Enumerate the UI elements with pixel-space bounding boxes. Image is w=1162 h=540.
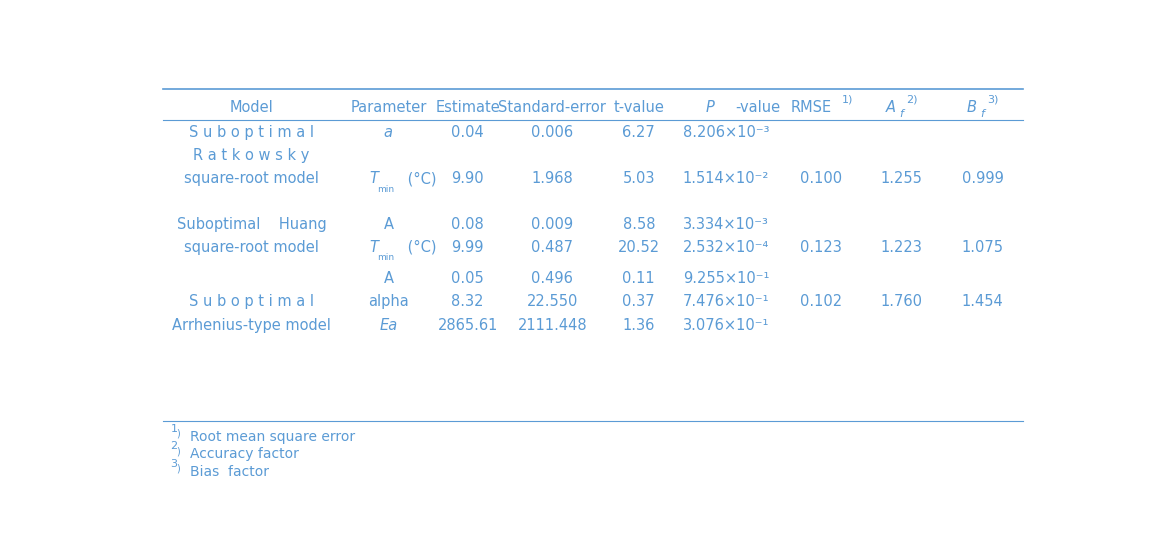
Text: 0.009: 0.009: [531, 217, 573, 232]
Text: 1.968: 1.968: [531, 171, 573, 186]
Text: ): ): [175, 463, 180, 474]
Text: a: a: [383, 125, 393, 140]
Text: Root mean square error: Root mean square error: [191, 430, 356, 444]
Text: Estimate: Estimate: [436, 100, 500, 115]
Text: T: T: [370, 171, 379, 186]
Text: 8.32: 8.32: [451, 294, 483, 309]
Text: Parameter: Parameter: [350, 100, 426, 115]
Text: Suboptimal    Huang: Suboptimal Huang: [177, 217, 327, 232]
Text: 3): 3): [988, 94, 998, 104]
Text: min: min: [378, 185, 395, 194]
Text: 0.496: 0.496: [531, 271, 573, 286]
Text: Ea: Ea: [379, 318, 397, 333]
Text: 8.206×10⁻³: 8.206×10⁻³: [683, 125, 769, 140]
Text: 9.90: 9.90: [451, 171, 483, 186]
Text: 3.334×10⁻³: 3.334×10⁻³: [683, 217, 769, 232]
Text: 5.03: 5.03: [623, 171, 655, 186]
Text: 0.100: 0.100: [799, 171, 841, 186]
Text: (°C): (°C): [403, 240, 436, 255]
Text: S u b o p t i m a l: S u b o p t i m a l: [189, 294, 314, 309]
Text: 0.102: 0.102: [799, 294, 841, 309]
Text: square-root model: square-root model: [184, 171, 318, 186]
Text: 0.123: 0.123: [799, 240, 841, 255]
Text: 0.05: 0.05: [451, 271, 485, 286]
Text: A: A: [383, 217, 394, 232]
Text: 0.37: 0.37: [623, 294, 655, 309]
Text: 0.006: 0.006: [531, 125, 573, 140]
Text: 20.52: 20.52: [618, 240, 660, 255]
Text: 3.076×10⁻¹: 3.076×10⁻¹: [683, 318, 769, 333]
Text: 2: 2: [171, 441, 178, 451]
Text: Standard-error: Standard-error: [498, 100, 607, 115]
Text: min: min: [378, 253, 395, 262]
Text: 22.550: 22.550: [526, 294, 578, 309]
Text: alpha: alpha: [368, 294, 409, 309]
Text: 8.58: 8.58: [623, 217, 655, 232]
Text: S u b o p t i m a l: S u b o p t i m a l: [189, 125, 314, 140]
Text: f: f: [899, 109, 903, 119]
Text: Bias  factor: Bias factor: [191, 465, 270, 479]
Text: 1: 1: [171, 423, 178, 434]
Text: T: T: [370, 240, 379, 255]
Text: 0.04: 0.04: [451, 125, 485, 140]
Text: 0.487: 0.487: [531, 240, 573, 255]
Text: 7.476×10⁻¹: 7.476×10⁻¹: [683, 294, 769, 309]
Text: RMSE: RMSE: [791, 100, 832, 115]
Text: 2): 2): [906, 94, 918, 104]
Text: A: A: [885, 100, 896, 115]
Text: 9.255×10⁻¹: 9.255×10⁻¹: [683, 271, 769, 286]
Text: Accuracy factor: Accuracy factor: [191, 448, 299, 461]
Text: 1.760: 1.760: [881, 294, 923, 309]
Text: A: A: [383, 271, 394, 286]
Text: P: P: [705, 100, 715, 115]
Text: 1): 1): [842, 94, 854, 104]
Text: B: B: [967, 100, 977, 115]
Text: 1.223: 1.223: [881, 240, 923, 255]
Text: 6.27: 6.27: [623, 125, 655, 140]
Text: f: f: [980, 109, 984, 119]
Text: 0.999: 0.999: [962, 171, 1004, 186]
Text: 2.532×10⁻⁴: 2.532×10⁻⁴: [683, 240, 769, 255]
Text: 1.454: 1.454: [962, 294, 1004, 309]
Text: 3: 3: [171, 458, 178, 469]
Text: 2111.448: 2111.448: [517, 318, 587, 333]
Text: 0.08: 0.08: [451, 217, 485, 232]
Text: -value: -value: [736, 100, 780, 115]
Text: 1.36: 1.36: [623, 318, 655, 333]
Text: ): ): [175, 429, 180, 438]
Text: R a t k o w s k y: R a t k o w s k y: [193, 148, 310, 163]
Text: 2865.61: 2865.61: [437, 318, 497, 333]
Text: 1.075: 1.075: [962, 240, 1004, 255]
Text: 0.11: 0.11: [623, 271, 655, 286]
Text: (°C): (°C): [403, 171, 436, 186]
Text: square-root model: square-root model: [184, 240, 318, 255]
Text: ): ): [175, 446, 180, 456]
Text: 1.255: 1.255: [881, 171, 923, 186]
Text: Model: Model: [230, 100, 273, 115]
Text: 1.514×10⁻²: 1.514×10⁻²: [683, 171, 769, 186]
Text: t-value: t-value: [614, 100, 665, 115]
Text: Arrhenius-type model: Arrhenius-type model: [172, 318, 331, 333]
Text: 9.99: 9.99: [451, 240, 483, 255]
